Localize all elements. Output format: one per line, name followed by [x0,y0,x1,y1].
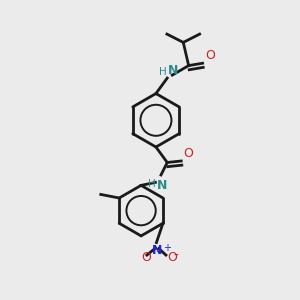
Text: +: + [163,243,171,253]
Text: H: H [148,178,155,188]
Text: H: H [159,68,166,77]
Text: O: O [168,251,178,264]
Text: N: N [152,244,162,257]
Text: O: O [184,147,194,160]
Text: N: N [168,64,178,77]
Text: N: N [157,178,167,191]
Text: -: - [174,249,178,263]
Text: O: O [205,49,215,62]
Text: O: O [141,251,151,264]
